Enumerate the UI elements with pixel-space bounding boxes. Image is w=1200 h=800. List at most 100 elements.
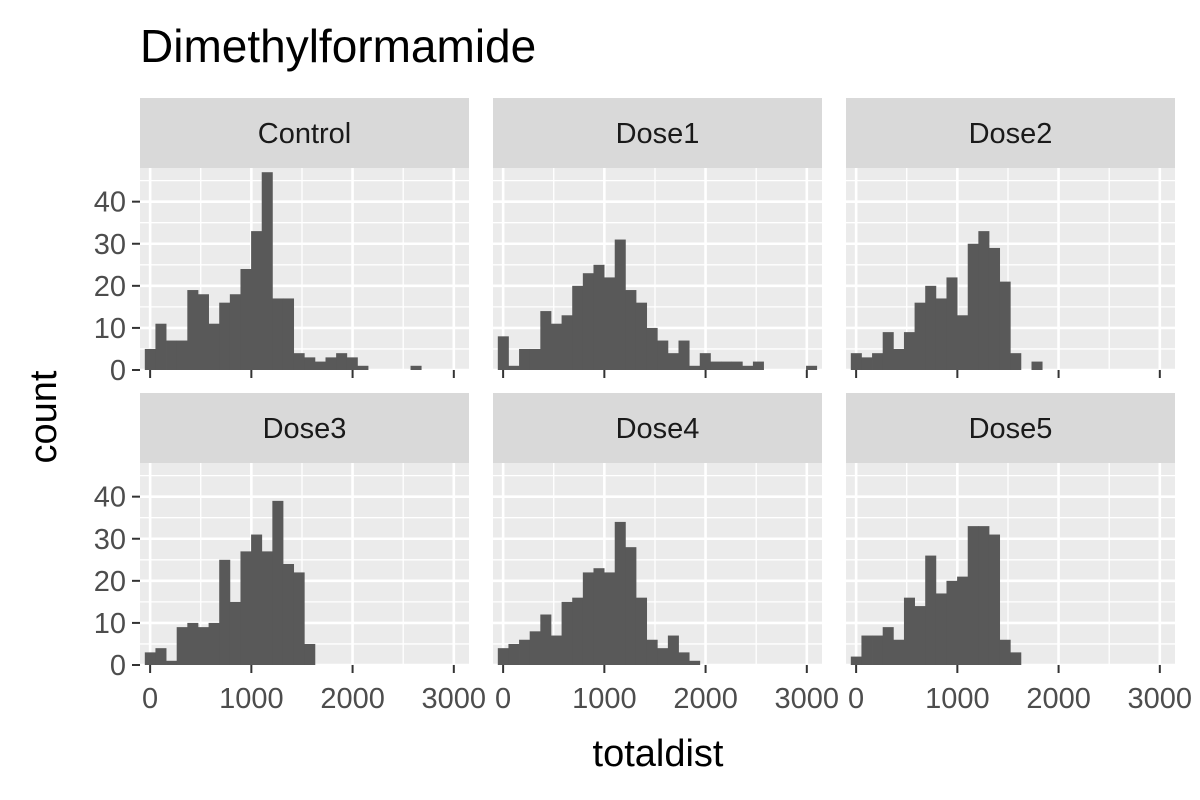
histogram-bar — [667, 353, 679, 370]
facet-panel-dose4: Dose4 0 1000 2000 3000 — [493, 393, 839, 715]
x-tick-label: 2000 — [1026, 683, 1091, 715]
histogram-bar — [166, 340, 178, 370]
x-axis-title: totaldist — [593, 733, 724, 775]
histogram-bar — [144, 652, 156, 665]
histogram-bar — [1010, 652, 1022, 665]
facet-strip-label: Dose5 — [969, 413, 1053, 445]
facet-panels: Control 0 10 20 30 40 Dose1 Dose2 Dose3 0 10 20 30 40… — [94, 98, 1192, 715]
facet-panel-dose1: Dose1 — [493, 98, 822, 378]
histogram-bar — [550, 635, 562, 665]
histogram-bar — [925, 555, 937, 665]
histogram-bar — [946, 277, 958, 370]
histogram-bar — [497, 336, 509, 370]
histogram-bar — [251, 231, 263, 370]
histogram-bar — [272, 500, 284, 665]
histogram-bar — [155, 648, 167, 665]
histogram-bar — [519, 639, 531, 665]
histogram-bar — [197, 294, 209, 370]
x-tick-label: 1000 — [925, 683, 990, 715]
histogram-bar — [572, 285, 584, 370]
histogram-bar — [219, 302, 231, 370]
histogram-bar — [540, 614, 552, 665]
histogram-bar — [657, 340, 669, 370]
y-tick-label: 10 — [94, 608, 126, 640]
x-tick-label: 3000 — [775, 683, 840, 715]
histogram-bar — [935, 298, 947, 370]
histogram-bar — [689, 365, 701, 370]
histogram-bar — [614, 521, 626, 665]
histogram-bar — [304, 643, 316, 665]
histogram-bar — [635, 597, 648, 665]
histogram-bar — [731, 361, 743, 370]
histogram-bar — [850, 353, 862, 370]
histogram-bar — [410, 365, 422, 370]
histogram-bar — [261, 172, 273, 370]
histogram-bar — [314, 361, 326, 370]
histogram-bar — [304, 357, 316, 370]
histogram-bar — [625, 547, 637, 665]
y-tick-label: 20 — [94, 271, 126, 303]
histogram-bar — [893, 639, 905, 665]
facet-strip-label: Control — [258, 118, 352, 150]
histogram-bar — [240, 551, 252, 665]
histogram-bar — [229, 601, 241, 665]
histogram-bar — [593, 568, 605, 665]
x-tick-label: 2000 — [673, 683, 738, 715]
histogram-bar — [978, 231, 990, 370]
histogram-bar — [1031, 361, 1043, 370]
x-tick-label: 3000 — [422, 683, 487, 715]
histogram-bar — [282, 298, 295, 370]
x-tick-label: 1000 — [219, 683, 284, 715]
histogram-bar — [176, 627, 188, 665]
histogram-bar — [282, 564, 295, 665]
facet-strip — [140, 393, 469, 463]
y-tick-label: 40 — [94, 482, 126, 514]
histogram-bar — [229, 294, 241, 370]
histogram-bar — [903, 597, 915, 665]
histogram-bar — [861, 635, 873, 665]
histogram-bar — [935, 593, 947, 665]
histogram-bar — [187, 622, 199, 665]
histogram-bar — [293, 353, 305, 370]
histogram-bar — [293, 572, 305, 665]
histogram-bar — [925, 285, 937, 370]
histogram-bar — [721, 361, 733, 370]
histogram-bar — [967, 526, 979, 665]
histogram-bar — [197, 627, 209, 665]
histogram-bar — [187, 290, 199, 370]
histogram-bar — [346, 357, 358, 370]
histogram-bar — [519, 348, 531, 370]
histogram-bar — [540, 311, 552, 370]
histogram-bar — [572, 597, 584, 665]
histogram-bar — [957, 576, 969, 665]
histogram-bar — [144, 348, 156, 370]
y-tick-label: 0 — [110, 650, 126, 682]
histogram-bar — [208, 622, 220, 665]
histogram-bar — [872, 353, 884, 370]
histogram-bar — [988, 247, 1001, 370]
histogram-bar — [176, 340, 188, 370]
histogram-bar — [646, 327, 658, 370]
facet-strip — [493, 98, 822, 168]
histogram-bar — [999, 281, 1011, 370]
histogram-bar — [946, 580, 958, 665]
histogram-bar — [604, 572, 616, 665]
y-tick-label: 20 — [94, 566, 126, 598]
histogram-bar — [529, 631, 541, 665]
histogram-bar — [240, 269, 252, 370]
histogram-bar — [657, 648, 669, 665]
histogram-bar — [635, 302, 648, 370]
histogram-bar — [497, 648, 509, 665]
histogram-bar — [582, 273, 594, 370]
histogram-bar — [678, 340, 690, 370]
y-tick-label: 30 — [94, 229, 126, 261]
histogram-bar — [593, 264, 605, 370]
facet-strip-label: Dose4 — [616, 413, 700, 445]
histogram-bar — [646, 639, 658, 665]
histogram-bar — [988, 534, 1001, 665]
histogram-bar — [166, 660, 178, 665]
facet-panel-dose3: Dose3 0 10 20 30 40 0 1000 2000 3000 — [94, 393, 486, 715]
histogram-bar — [978, 526, 990, 665]
y-tick-label: 40 — [94, 187, 126, 219]
